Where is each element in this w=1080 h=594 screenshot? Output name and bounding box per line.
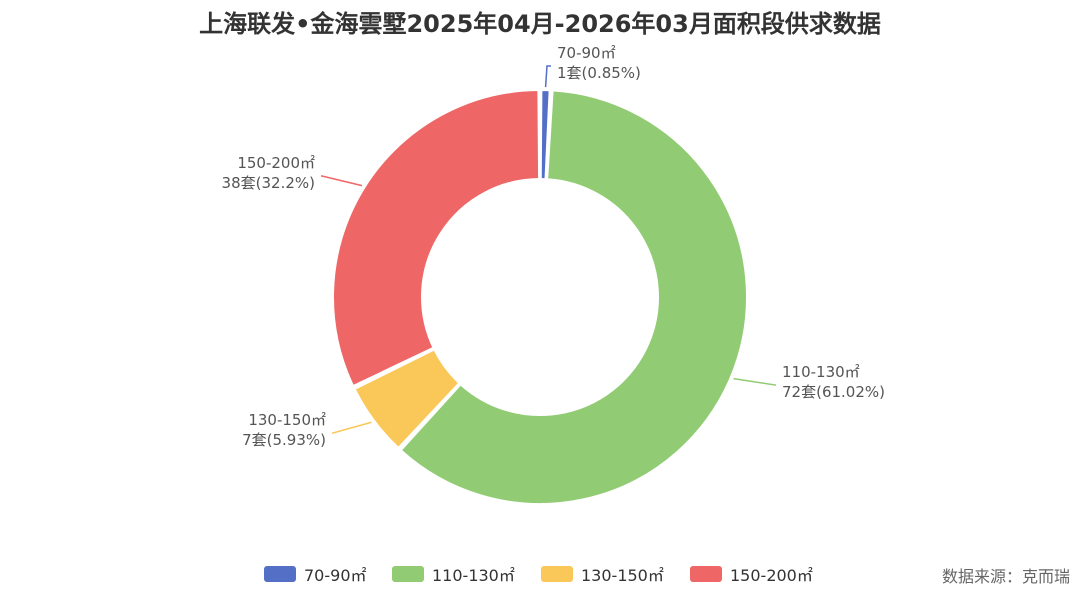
legend-item-130-150[interactable]: 130-150㎡ [541,562,664,586]
slice-label-name: 110-130㎡ [782,363,860,381]
legend-item-110-130[interactable]: 110-130㎡ [392,562,515,586]
slice-label-count: 72套(61.02%) [782,383,885,401]
slice-label-name: 70-90㎡ [557,44,616,62]
slice-label-count: 7套(5.93%) [242,431,326,449]
legend-label: 130-150㎡ [581,566,664,585]
donut-slice-3[interactable] [332,89,541,388]
slice-label-count: 1套(0.85%) [557,64,641,82]
donut-slice-0[interactable] [539,89,551,181]
slice-label-name: 150-200㎡ [237,154,315,172]
legend-label: 150-200㎡ [730,566,813,585]
slice-labels: 70-90㎡ 1套(0.85%) 110-130㎡ 72套(61.02%) 130-15… [222,44,885,449]
legend-swatch [392,566,424,582]
legend-swatch [690,566,722,582]
chart-title: 上海联发•金海雲墅2025年04月-2026年03月面积段供求数据 [199,10,881,38]
legend: 70-90㎡ 110-130㎡ 130-150㎡ 150-200㎡ [0,562,1080,588]
leader-line-1 [733,377,776,386]
leader-line-3 [321,175,363,187]
leader-line-2 [332,421,372,434]
legend-item-150-200[interactable]: 150-200㎡ [690,562,813,586]
donut-slice-2[interactable] [353,348,461,449]
donut-slices [332,89,748,505]
leader-line-0 [544,65,551,88]
slice-label-count: 38套(32.2%) [222,174,315,192]
data-source-note: 数据来源：克而瑞 [941,567,1070,586]
legend-swatch [541,566,573,582]
slice-label-name: 130-150㎡ [248,411,326,429]
legend-swatch [264,566,296,582]
donut-slice-1[interactable] [399,89,748,505]
legend-label: 70-90㎡ [304,566,367,585]
legend-item-70-90[interactable]: 70-90㎡ [264,562,367,586]
legend-label: 110-130㎡ [432,566,515,585]
